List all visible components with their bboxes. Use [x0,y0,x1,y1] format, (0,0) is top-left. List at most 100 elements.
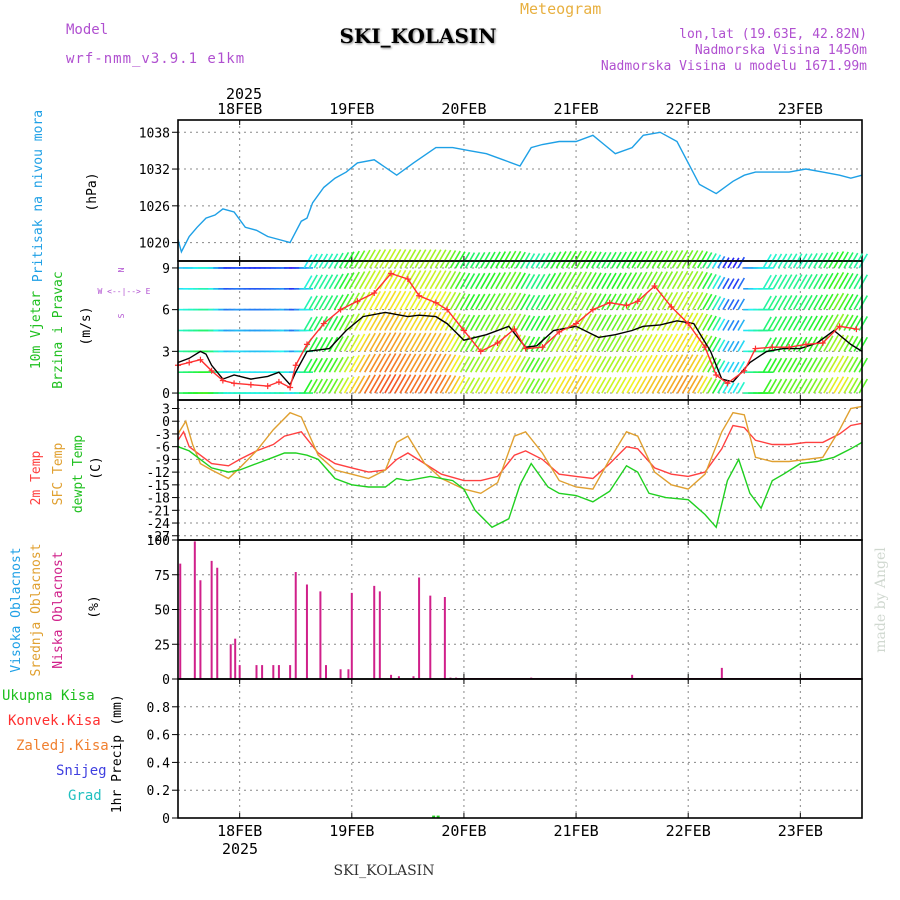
wind-barb [469,356,481,373]
wind-barb [661,271,674,290]
wind-barb [308,316,318,331]
gust-marker [668,303,675,310]
wind-barb [449,354,461,373]
wind-barb [419,374,432,394]
wind-label: 10m Vjetar Brzina i Pravac (m/s) [29,271,94,388]
wind-barb [303,275,313,290]
wind-barb [570,354,583,373]
wind-barb [323,315,334,331]
wind-barb [707,294,717,311]
wind-barb [727,382,735,394]
y-tick-label: 0 [162,387,170,402]
gust-marker [556,328,563,335]
wind-barb [384,332,397,352]
wind-barb [681,333,694,352]
wind-barb [641,292,653,311]
wind-barb [828,272,839,290]
gust-marker [197,356,204,363]
wind-barb [500,355,512,373]
wind-barb [364,249,376,269]
wind-barb [424,249,437,269]
wind-barb [686,291,699,311]
wind-barb [348,354,360,373]
wind-barb [530,294,541,311]
wind-barb [510,250,522,269]
wind-barb [782,357,793,373]
wind-barb [575,334,588,352]
svg-text:Srednja Oblacnost: Srednja Oblacnost [29,543,44,676]
wind-barb [661,250,674,269]
wind-barb [596,314,607,331]
wind-barb [596,251,607,269]
wind-barb [515,251,526,269]
wind-barb [394,269,407,290]
wind-barb [737,256,746,269]
wind-barb [722,298,730,311]
gust-marker [819,340,826,347]
gust-marker [606,299,613,306]
wind-barb [833,355,845,373]
wind-barb [843,293,854,311]
wind-barb [767,357,778,373]
wind-barb [853,378,864,394]
wind-barb [838,251,849,269]
wind-barb [616,355,627,373]
wind-barb [550,376,562,394]
wind-barb [444,312,457,331]
year-label-bottom: 2025 [222,840,258,858]
wind-barb [480,314,491,331]
wind-barb [328,295,339,311]
gust-marker [853,326,860,333]
wind-barb [858,378,869,394]
y-tick-label: -9 [154,453,170,468]
wind-barb [611,293,622,311]
wind-barb [586,272,597,290]
wind-barb [429,311,442,331]
wind-barb [717,255,726,269]
wind-barb [636,292,648,311]
wind-barb [691,312,704,331]
wind-barb [651,250,663,269]
wind-barb [328,357,339,373]
wind-barb [555,334,567,352]
gust-marker [432,299,439,306]
wind-barb [823,314,834,331]
wind-barb [853,336,864,352]
wind-barb [323,357,334,373]
gust-marker [741,367,748,374]
wind-barb [762,295,772,311]
wind-barb [379,248,392,269]
wind-barb [560,355,572,373]
svg-text:S: S [117,313,126,318]
wind-barb [429,332,442,352]
wind-barb [424,374,437,394]
wind-barb [394,290,407,311]
wind-barb [787,315,798,331]
wind-barb [858,336,869,352]
wind-barb [722,319,730,331]
wind-barb [697,376,708,394]
wind-barb [833,292,845,311]
wind-barb [414,353,427,373]
wind-barb [621,376,633,394]
wind-barb [762,358,772,373]
wind-barb [621,313,633,331]
wind-barb [545,335,557,352]
wind-barb [848,336,859,352]
wind-barb [510,292,522,311]
wind-barb [787,378,798,394]
wind-barb [691,291,704,311]
wind-barb [580,313,592,331]
wind-barb [717,381,726,394]
wind-barb [464,377,476,394]
wind-barb [515,314,526,331]
wind-barb [500,313,512,331]
wind-barb [833,251,845,269]
gust-marker [539,344,546,351]
wind-barb [389,248,402,269]
wind-barb [787,357,798,373]
pressure-unit: (hPa) [85,172,100,211]
wind-barb [681,375,694,394]
svg-text:Visoka Oblacnost: Visoka Oblacnost [9,547,24,672]
gust-marker [287,384,294,391]
